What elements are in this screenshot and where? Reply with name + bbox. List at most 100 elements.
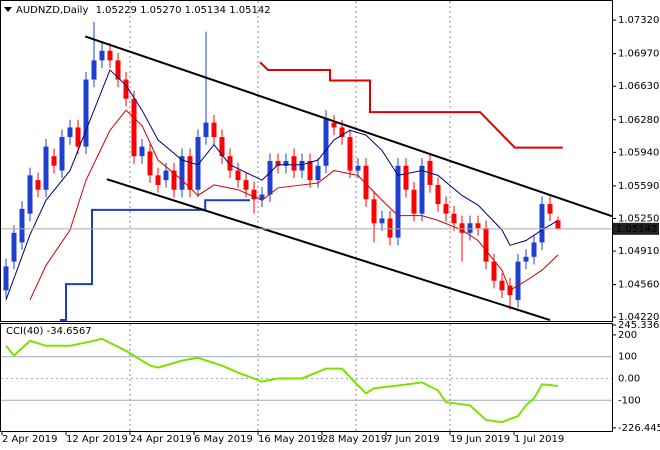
candle-body: [83, 79, 89, 147]
candle-body: [435, 184, 441, 205]
candle-body: [195, 137, 201, 190]
y-tick-label: 1.05250: [618, 213, 659, 224]
x-tick-label: 28 May 2019: [322, 434, 387, 445]
candle-body: [67, 127, 73, 138]
candle-body: [155, 175, 161, 185]
candle-body: [35, 180, 41, 190]
candle-body: [243, 180, 249, 190]
x-tick-label: 2 Apr 2019: [2, 434, 57, 445]
y-tick-label: 1.05590: [618, 181, 659, 192]
candle-body: [115, 60, 121, 80]
candle-body: [131, 98, 137, 157]
cci-tick-label: -100: [618, 395, 641, 406]
candle-body: [371, 199, 377, 224]
overlay-line: [84, 35, 613, 218]
candle-body: [75, 127, 81, 147]
candle-body: [219, 137, 225, 157]
menu-triangle: [4, 7, 12, 12]
candle-body: [523, 256, 529, 262]
candle-body: [499, 280, 505, 291]
candle-body: [323, 117, 329, 166]
candle-body: [235, 170, 241, 181]
candle-body: [491, 261, 497, 281]
candle-body: [355, 165, 361, 171]
current-price-label: 1.05142: [616, 224, 657, 235]
y-tick-label: 1.07320: [618, 15, 659, 26]
candle-body: [387, 218, 393, 238]
candle-body: [331, 122, 337, 128]
x-tick-label: 7 Jun 2019: [386, 434, 440, 445]
cci-name: CCI(40): [6, 326, 44, 337]
candle-body: [467, 223, 473, 233]
cci-tick-label: 245.3367: [618, 320, 660, 331]
overlay-line: [5, 69, 559, 301]
candle-body: [163, 170, 169, 181]
candle-body: [363, 165, 369, 200]
candle-body: [59, 137, 65, 171]
ohlc-close: 1.05142: [229, 5, 270, 16]
cci-value: -34.6567: [47, 326, 92, 337]
x-tick-label: 6 May 2019: [194, 434, 253, 445]
candle-body: [147, 151, 153, 176]
y-tick-label: 1.06970: [618, 49, 659, 60]
cci-tick-label: 100: [618, 352, 637, 363]
overlay-line: [259, 61, 563, 149]
candle-body: [411, 189, 417, 214]
candle-body: [171, 170, 177, 190]
x-tick-label: 12 Apr 2019: [66, 434, 128, 445]
y-tick-label: 1.04910: [618, 246, 659, 257]
ohlc-low: 1.05134: [185, 5, 226, 16]
candle-body: [547, 204, 553, 214]
candle-body: [275, 160, 281, 166]
candle-body: [3, 266, 9, 291]
candle-body: [347, 137, 353, 171]
candle-body: [211, 122, 217, 138]
candle-body: [475, 223, 481, 229]
candle-body: [251, 189, 257, 200]
cci-line: [5, 337, 559, 424]
candle-body: [299, 160, 305, 171]
y-tick-label: 1.04220: [618, 312, 659, 323]
candle-body: [203, 122, 209, 138]
x-tick-label: 16 May 2019: [258, 434, 323, 445]
overlay-line: [106, 178, 551, 321]
candle-body: [267, 160, 273, 195]
candle-body: [339, 127, 345, 138]
ohlc-open: 1.05229: [96, 5, 137, 16]
y-tick-label: 1.04560: [618, 280, 659, 291]
candle-body: [227, 156, 233, 171]
candle-body: [419, 165, 425, 214]
candle-body: [139, 146, 145, 157]
candle-body: [283, 160, 289, 166]
candle-body: [459, 223, 465, 233]
candle-body: [307, 160, 313, 181]
cci-tick-label: 0.00: [618, 373, 640, 384]
candle-body: [27, 175, 33, 214]
x-tick-label: 19 Jun 2019: [450, 434, 510, 445]
candle-body: [483, 228, 489, 262]
candle-body: [531, 242, 537, 257]
candle-body: [555, 220, 561, 229]
chart-header: AUDNZD,Daily 1.05229 1.05270 1.05134 1.0…: [16, 5, 271, 16]
x-tick-label: 1 Jul 2019: [514, 434, 564, 445]
cci-tick-label: -226.4456: [618, 423, 660, 434]
candle-body: [19, 208, 25, 243]
ohlc-high: 1.05270: [140, 5, 181, 16]
cci-header: CCI(40) -34.6567: [6, 326, 92, 337]
candle-body: [107, 50, 113, 61]
candle-body: [315, 165, 321, 181]
y-tick-label: 1.06630: [618, 81, 659, 92]
candle-body: [515, 261, 521, 300]
candle-body: [259, 194, 265, 200]
candle-body: [451, 213, 457, 224]
cci-tick-label: 200: [618, 330, 637, 341]
candle-body: [187, 156, 193, 190]
y-tick-label: 1.05940: [618, 147, 659, 158]
candle-body: [291, 156, 297, 171]
x-tick-label: 24 Apr 2019: [130, 434, 192, 445]
candle-body: [443, 204, 449, 214]
chart-title: AUDNZD,Daily: [16, 5, 88, 16]
candle-body: [395, 165, 401, 238]
candle-body: [403, 165, 409, 190]
